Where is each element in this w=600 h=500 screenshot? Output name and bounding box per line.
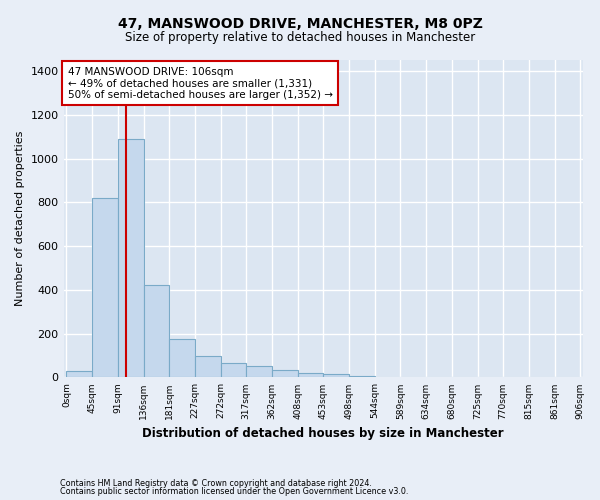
- Bar: [349, 376, 375, 378]
- X-axis label: Distribution of detached houses by size in Manchester: Distribution of detached houses by size …: [142, 427, 504, 440]
- Bar: [323, 374, 349, 378]
- Bar: [272, 370, 298, 378]
- Text: 47, MANSWOOD DRIVE, MANCHESTER, M8 0PZ: 47, MANSWOOD DRIVE, MANCHESTER, M8 0PZ: [118, 18, 482, 32]
- Text: Contains public sector information licensed under the Open Government Licence v3: Contains public sector information licen…: [60, 487, 409, 496]
- Text: Contains HM Land Registry data © Crown copyright and database right 2024.: Contains HM Land Registry data © Crown c…: [60, 478, 372, 488]
- Bar: [143, 286, 169, 378]
- Bar: [221, 363, 246, 378]
- Bar: [118, 139, 143, 378]
- Text: Size of property relative to detached houses in Manchester: Size of property relative to detached ho…: [125, 31, 475, 44]
- Bar: [67, 371, 92, 378]
- Bar: [246, 366, 272, 378]
- Text: 47 MANSWOOD DRIVE: 106sqm
← 49% of detached houses are smaller (1,331)
50% of se: 47 MANSWOOD DRIVE: 106sqm ← 49% of detac…: [68, 66, 332, 100]
- Bar: [169, 339, 195, 378]
- Y-axis label: Number of detached properties: Number of detached properties: [15, 131, 25, 306]
- Bar: [195, 356, 221, 378]
- Bar: [298, 373, 323, 378]
- Bar: [92, 198, 118, 378]
